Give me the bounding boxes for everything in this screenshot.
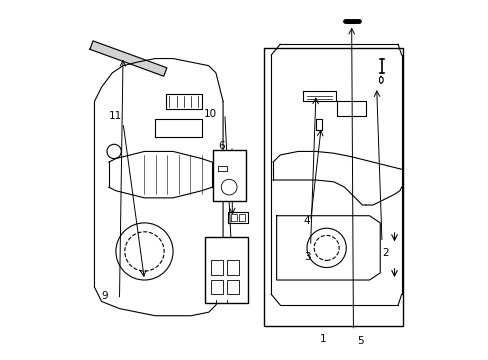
Text: 9: 9	[102, 291, 108, 301]
Bar	[264, 48, 403, 327]
Text: 11: 11	[109, 111, 122, 121]
Bar	[213, 150, 245, 202]
Text: 3: 3	[303, 252, 310, 262]
Bar	[205, 237, 247, 303]
Bar	[226, 280, 239, 294]
Bar	[210, 280, 223, 294]
Text: 1: 1	[319, 334, 325, 344]
Polygon shape	[90, 41, 166, 76]
Bar	[226, 260, 239, 275]
Text: 6: 6	[218, 141, 224, 151]
Text: 4: 4	[303, 216, 310, 226]
Text: 7: 7	[221, 291, 228, 301]
Text: 2: 2	[382, 248, 388, 258]
Text: 8: 8	[214, 184, 221, 194]
Text: 5: 5	[357, 337, 363, 346]
Text: 10: 10	[203, 109, 217, 119]
Bar	[210, 260, 223, 275]
